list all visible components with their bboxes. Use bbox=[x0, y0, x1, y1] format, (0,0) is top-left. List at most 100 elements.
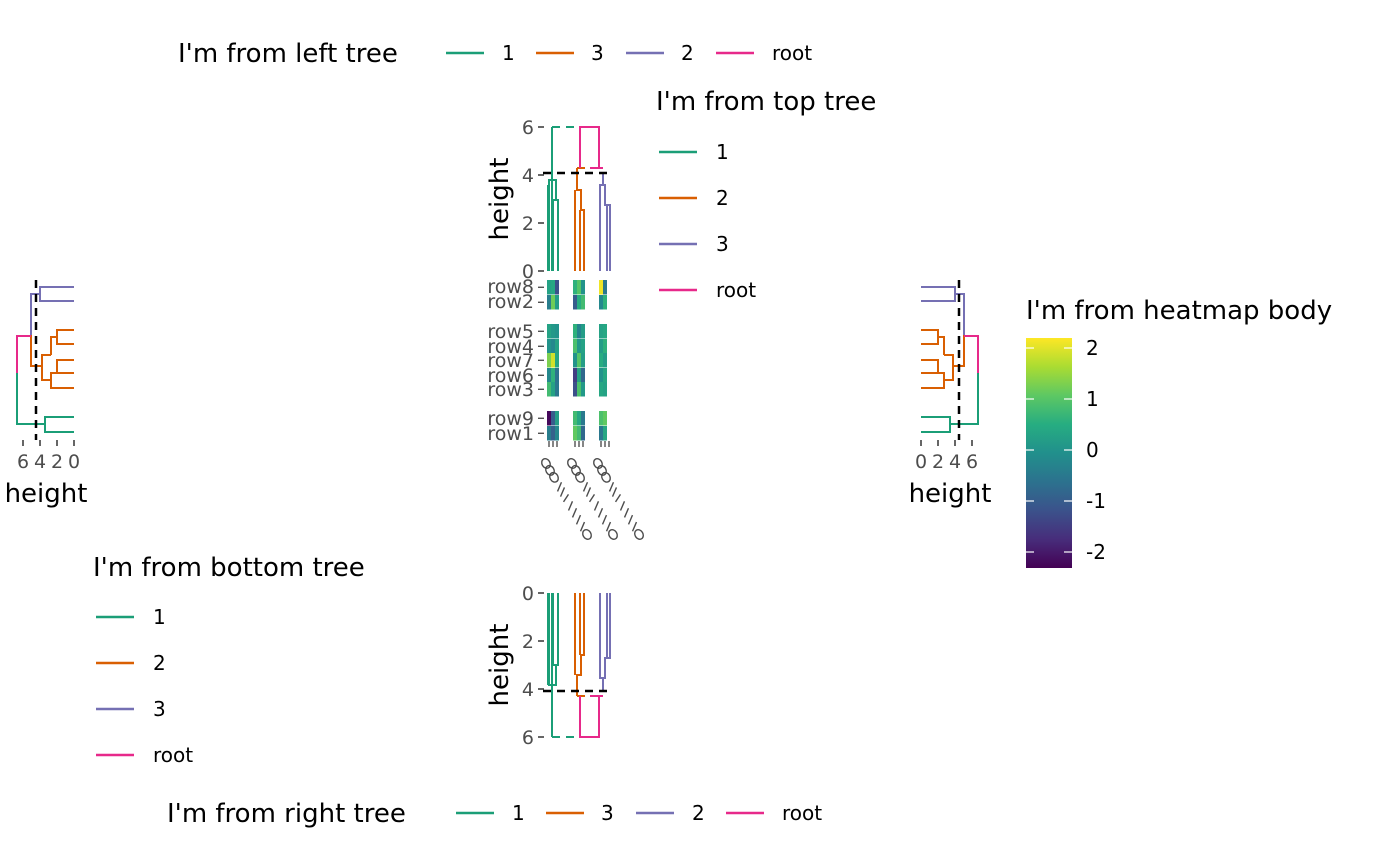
heatmap-cell bbox=[599, 295, 603, 310]
legend-top-tree: I'm from top tree 1 2 3 root bbox=[656, 87, 876, 302]
top-dendro-branch-1 bbox=[547, 127, 559, 271]
heatmap-cell bbox=[603, 382, 607, 397]
left-dendro-branch-root bbox=[16, 335, 31, 373]
row-label-row4: row4 bbox=[487, 336, 534, 358]
heatmap-cell bbox=[599, 339, 603, 354]
heatmap-row-labels: row8 row2 row5 row4 row7 row6 row3 row9 … bbox=[487, 276, 534, 445]
heatmap-cell bbox=[547, 382, 551, 397]
heatmap-cell bbox=[581, 280, 585, 295]
heatmap-cell bbox=[555, 426, 559, 441]
top-tick-4: 4 bbox=[522, 165, 534, 187]
top-dendro-branch-2 bbox=[574, 167, 585, 271]
top-dendrogram bbox=[543, 126, 613, 271]
heatmap-cell bbox=[551, 353, 555, 368]
heatmap-cell bbox=[555, 382, 559, 397]
row-label-row6: row6 bbox=[487, 365, 534, 387]
heatmap-cell bbox=[603, 426, 607, 441]
left-axis-title: height bbox=[5, 479, 88, 509]
heatmap-cell bbox=[573, 382, 577, 397]
top-dendro-branch-root bbox=[579, 126, 603, 169]
heatmap-cell bbox=[547, 353, 551, 368]
heatmap-cell bbox=[573, 426, 577, 441]
legend-bottom-label-2: 2 bbox=[153, 651, 166, 675]
heatmap-cell bbox=[555, 339, 559, 354]
bottom-dendro-branch-root bbox=[579, 695, 603, 738]
heatmap-cell bbox=[551, 382, 555, 397]
heatmap-cell bbox=[581, 339, 585, 354]
heatmap-cell bbox=[599, 353, 603, 368]
legend-heatmap-title: I'm from heatmap body bbox=[1026, 296, 1332, 326]
heatmap-cell bbox=[603, 295, 607, 310]
heatmap-cell bbox=[603, 280, 607, 295]
legend-top-label-2: 2 bbox=[716, 186, 729, 210]
heatmap-cell bbox=[577, 426, 581, 441]
row-label-row7: row7 bbox=[487, 350, 534, 372]
legend-right-title: I'm from right tree bbox=[167, 799, 406, 829]
legend-top-label-root: root bbox=[716, 278, 756, 302]
legend-top-label-1: 1 bbox=[716, 140, 729, 164]
heatmap-cell bbox=[573, 339, 577, 354]
heatmap-cell bbox=[581, 426, 585, 441]
legend-heatmap-ticks bbox=[1026, 347, 1072, 553]
right-dendro-branch-root bbox=[964, 335, 979, 373]
right-dendro-branch-1 bbox=[921, 373, 979, 433]
heatmap-cell bbox=[573, 353, 577, 368]
legend-heatmap-tick-m1: -1 bbox=[1086, 489, 1106, 513]
heatmap-cell bbox=[603, 411, 607, 426]
legend-bottom-title: I'm from bottom tree bbox=[93, 553, 365, 583]
legend-heatmap: I'm from heatmap body 2 1 0 -1 -2 bbox=[1026, 296, 1332, 568]
heatmap-cell bbox=[551, 280, 555, 295]
heatmap-cell bbox=[547, 426, 551, 441]
legend-right-label-root: root bbox=[782, 801, 822, 825]
legend-left-label-2: 2 bbox=[681, 41, 694, 65]
heatmap-cell bbox=[573, 368, 577, 383]
row-label-row5: row5 bbox=[487, 321, 534, 343]
row-label-row3: row3 bbox=[487, 379, 534, 401]
heatmap-cell bbox=[603, 339, 607, 354]
legend-left-label-root: root bbox=[772, 41, 812, 65]
legend-right-label-2: 2 bbox=[692, 801, 705, 825]
heatmap-cell bbox=[603, 353, 607, 368]
top-dendrogram-axis: height 0 2 4 6 bbox=[485, 117, 544, 283]
heatmap-cell bbox=[577, 280, 581, 295]
left-dendrogram bbox=[16, 280, 74, 440]
row-label-row9: row9 bbox=[487, 408, 534, 430]
heatmap-cell bbox=[577, 368, 581, 383]
heatmap-cell bbox=[603, 368, 607, 383]
heatmap-cell bbox=[555, 411, 559, 426]
legend-left-tree: I'm from left tree 1 3 2 root bbox=[178, 39, 812, 69]
heatmap-cell bbox=[599, 426, 603, 441]
left-dendro-branch-2 bbox=[30, 286, 74, 335]
heatmap-cell bbox=[599, 411, 603, 426]
bottom-tick-4: 4 bbox=[522, 679, 534, 701]
legend-bottom-label-root: root bbox=[153, 743, 193, 767]
legend-heatmap-tick-2: 2 bbox=[1086, 336, 1099, 360]
heatmap-cell bbox=[551, 426, 555, 441]
heatmap-cell bbox=[551, 339, 555, 354]
left-dendro-branch-3 bbox=[30, 329, 74, 389]
bottom-dendro-branch-2 bbox=[574, 593, 585, 697]
heatmap-cell bbox=[603, 324, 607, 339]
heatmap-cell bbox=[555, 324, 559, 339]
legend-bottom-tree: I'm from bottom tree 1 2 3 root bbox=[93, 553, 365, 767]
heatmap-cell bbox=[547, 368, 551, 383]
heatmap-cell bbox=[551, 324, 555, 339]
right-dendrogram-axis: 0 2 4 6 height bbox=[909, 440, 992, 509]
heatmap-cell bbox=[555, 295, 559, 310]
top-tick-6: 6 bbox=[522, 117, 534, 139]
row-label-row1: row1 bbox=[487, 423, 534, 445]
left-tick-4: 4 bbox=[34, 451, 46, 473]
bottom-tick-6: 6 bbox=[522, 727, 534, 749]
right-axis-title: height bbox=[909, 479, 992, 509]
heatmap-cell bbox=[547, 324, 551, 339]
left-tick-0: 0 bbox=[68, 451, 80, 473]
right-tick-0: 0 bbox=[915, 451, 927, 473]
right-dendro-branch-2 bbox=[921, 286, 965, 335]
heatmap-cell bbox=[599, 368, 603, 383]
legend-right-label-1: 1 bbox=[512, 801, 525, 825]
heatmap-cell bbox=[547, 339, 551, 354]
heatmap-cell bbox=[551, 411, 555, 426]
right-dendro-branch-3 bbox=[921, 329, 965, 389]
legend-bottom-label-3: 3 bbox=[153, 697, 166, 721]
